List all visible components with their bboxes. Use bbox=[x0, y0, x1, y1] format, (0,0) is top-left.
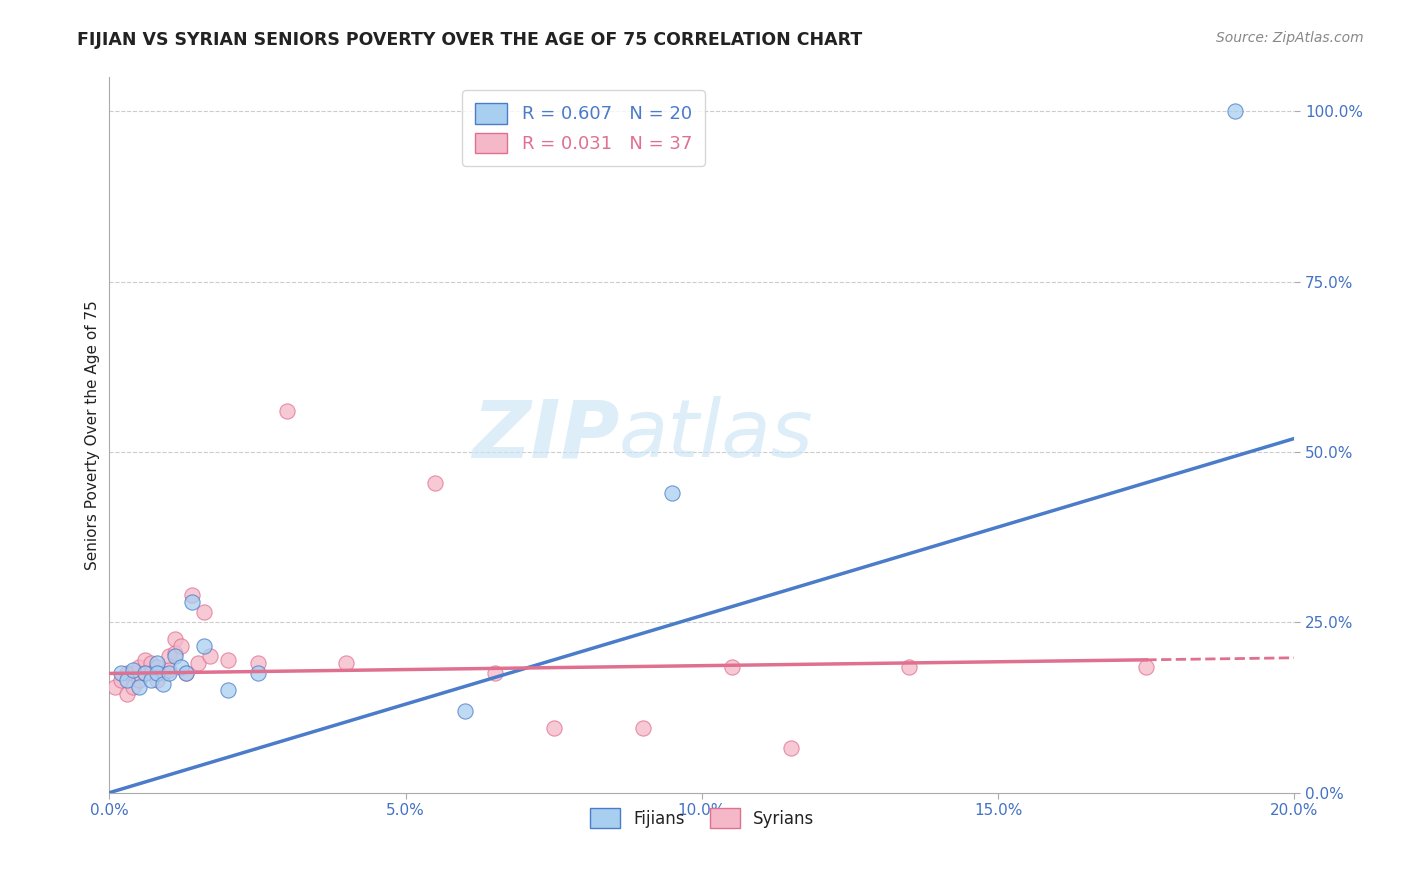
Point bbox=[139, 666, 162, 681]
Point bbox=[246, 657, 269, 671]
Point bbox=[779, 741, 801, 756]
Point bbox=[146, 666, 169, 681]
Point bbox=[157, 666, 180, 681]
Legend: Fijians, Syrians: Fijians, Syrians bbox=[583, 802, 821, 834]
Point bbox=[122, 666, 145, 681]
Point bbox=[484, 666, 506, 681]
Point bbox=[122, 680, 145, 694]
Text: atlas: atlas bbox=[619, 396, 814, 474]
Point bbox=[193, 605, 215, 619]
Point bbox=[110, 673, 132, 688]
Point bbox=[152, 676, 174, 690]
Point bbox=[134, 666, 156, 681]
Point bbox=[134, 653, 156, 667]
Point bbox=[246, 666, 269, 681]
Point bbox=[128, 659, 150, 673]
Point bbox=[193, 639, 215, 653]
Point bbox=[181, 595, 204, 609]
Point bbox=[898, 659, 921, 673]
Point bbox=[146, 657, 169, 671]
Point bbox=[163, 649, 186, 664]
Point bbox=[176, 666, 198, 681]
Point bbox=[169, 639, 191, 653]
Point bbox=[631, 721, 654, 735]
Point bbox=[169, 659, 191, 673]
Point bbox=[128, 673, 150, 688]
Point bbox=[425, 475, 447, 490]
Point bbox=[139, 673, 162, 688]
Point bbox=[1135, 659, 1157, 673]
Point bbox=[181, 588, 204, 602]
Point bbox=[543, 721, 565, 735]
Text: Source: ZipAtlas.com: Source: ZipAtlas.com bbox=[1216, 31, 1364, 45]
Point bbox=[217, 653, 239, 667]
Point bbox=[454, 704, 477, 718]
Point bbox=[128, 680, 150, 694]
Text: FIJIAN VS SYRIAN SENIORS POVERTY OVER THE AGE OF 75 CORRELATION CHART: FIJIAN VS SYRIAN SENIORS POVERTY OVER TH… bbox=[77, 31, 862, 49]
Point bbox=[157, 663, 180, 677]
Point bbox=[163, 632, 186, 647]
Point bbox=[163, 646, 186, 660]
Point bbox=[661, 486, 683, 500]
Point bbox=[115, 673, 138, 688]
Point bbox=[146, 659, 169, 673]
Point bbox=[157, 649, 180, 664]
Point bbox=[152, 666, 174, 681]
Point bbox=[104, 680, 127, 694]
Point bbox=[1225, 104, 1247, 119]
Point bbox=[335, 657, 357, 671]
Y-axis label: Seniors Poverty Over the Age of 75: Seniors Poverty Over the Age of 75 bbox=[86, 301, 100, 570]
Point bbox=[122, 663, 145, 677]
Point bbox=[176, 666, 198, 681]
Point bbox=[276, 404, 298, 418]
Point bbox=[110, 666, 132, 681]
Point bbox=[217, 683, 239, 698]
Point bbox=[720, 659, 742, 673]
Point bbox=[139, 657, 162, 671]
Point bbox=[198, 649, 221, 664]
Point bbox=[187, 657, 209, 671]
Point bbox=[134, 666, 156, 681]
Point bbox=[115, 666, 138, 681]
Point bbox=[115, 687, 138, 701]
Point bbox=[146, 673, 169, 688]
Text: ZIP: ZIP bbox=[471, 396, 619, 474]
